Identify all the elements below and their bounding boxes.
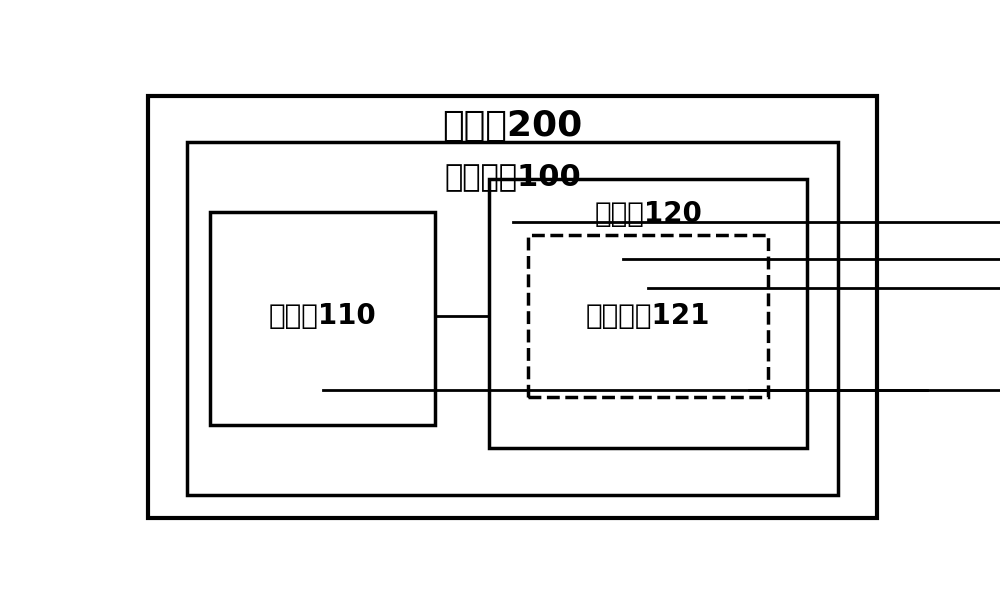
Text: 空调器200: 空调器200	[442, 109, 583, 143]
Bar	[489, 179, 807, 449]
Bar	[210, 212, 435, 425]
Bar	[187, 142, 838, 495]
Text: 存储器120: 存储器120	[594, 200, 702, 228]
Text: 控制装置100: 控制装置100	[444, 162, 581, 191]
Text: 处理器110: 处理器110	[269, 302, 376, 330]
Bar	[528, 235, 768, 397]
Text: 控制程序121: 控制程序121	[586, 302, 710, 330]
